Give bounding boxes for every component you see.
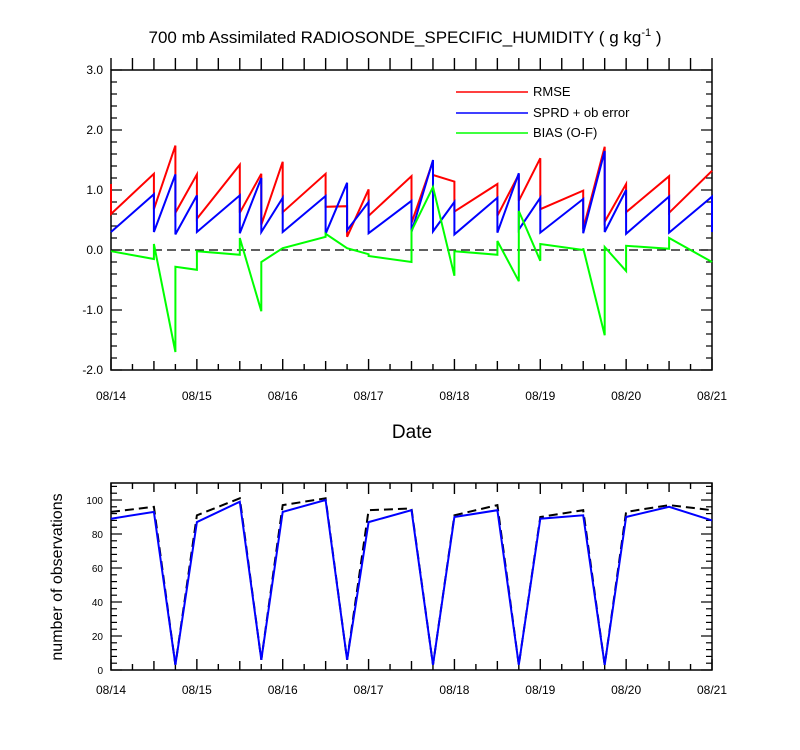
y-tick-label: 20 <box>92 632 104 643</box>
x-tick-label: 08/18 <box>439 683 469 697</box>
bottom-ylabel: number of observations <box>49 493 66 660</box>
y-tick-label: 0 <box>97 666 103 677</box>
series-line-bias-o-f <box>110 184 713 353</box>
series-line-possible-observations <box>110 496 713 666</box>
legend: RMSE SPRD + ob error BIAS (O-F) <box>456 84 630 140</box>
x-tick-label: 08/17 <box>354 389 384 403</box>
y-tick-label: -2.0 <box>82 363 103 377</box>
y-tick-label: 40 <box>92 598 104 609</box>
x-tick-label: 08/15 <box>182 389 212 403</box>
y-tick-label: 3.0 <box>86 63 103 77</box>
legend-label: BIAS (O-F) <box>533 125 597 140</box>
x-tick-label: 08/18 <box>439 389 469 403</box>
y-tick-label: 1.0 <box>86 183 103 197</box>
x-tick-label: 08/17 <box>354 683 384 697</box>
y-ticks <box>111 69 712 371</box>
y-tick-label: 80 <box>92 530 104 541</box>
top-chart: 3.0 2.0 1.0 0.0 -1.0 -2.0 08/14 08/15 08/16 08/17… <box>82 58 727 403</box>
chart-title: 700 mb Assimilated RADIOSONDE_SPECIFIC_H… <box>149 27 662 47</box>
x-tick-label: 08/20 <box>611 389 641 403</box>
y-tick-label: 60 <box>92 564 104 575</box>
legend-label: SPRD + ob error <box>533 105 630 120</box>
y-tick-label: 2.0 <box>86 123 103 137</box>
y-tick-label: 0.0 <box>86 243 103 257</box>
x-tick-label: 08/20 <box>611 683 641 697</box>
x-tick-label: 08/21 <box>697 683 727 697</box>
x-tick-label: 08/16 <box>268 683 298 697</box>
x-tick-label: 08/14 <box>96 389 126 403</box>
legend-label: RMSE <box>533 84 571 99</box>
x-tick-label: 08/16 <box>268 389 298 403</box>
y-tick-label: -1.0 <box>82 303 103 317</box>
x-tick-label: 08/19 <box>525 389 555 403</box>
chart-title-end: ) <box>651 28 661 47</box>
bottom-chart: 0 20 40 60 80 100 08/14 08/15 08/16 08/17 08/18 08/… <box>86 482 727 697</box>
x-tick-label: 08/15 <box>182 683 212 697</box>
y-tick-label: 100 <box>86 496 103 507</box>
y-ticks <box>111 485 712 671</box>
chart-title-superscript: -1 <box>641 27 651 39</box>
x-tick-label: 08/21 <box>697 389 727 403</box>
series-line-assimilated-observations <box>110 498 713 666</box>
x-ticks <box>110 483 713 670</box>
x-tick-label: 08/19 <box>525 683 555 697</box>
x-tick-label: 08/14 <box>96 683 126 697</box>
top-xlabel: Date <box>392 422 432 443</box>
x-ticks <box>110 58 713 370</box>
